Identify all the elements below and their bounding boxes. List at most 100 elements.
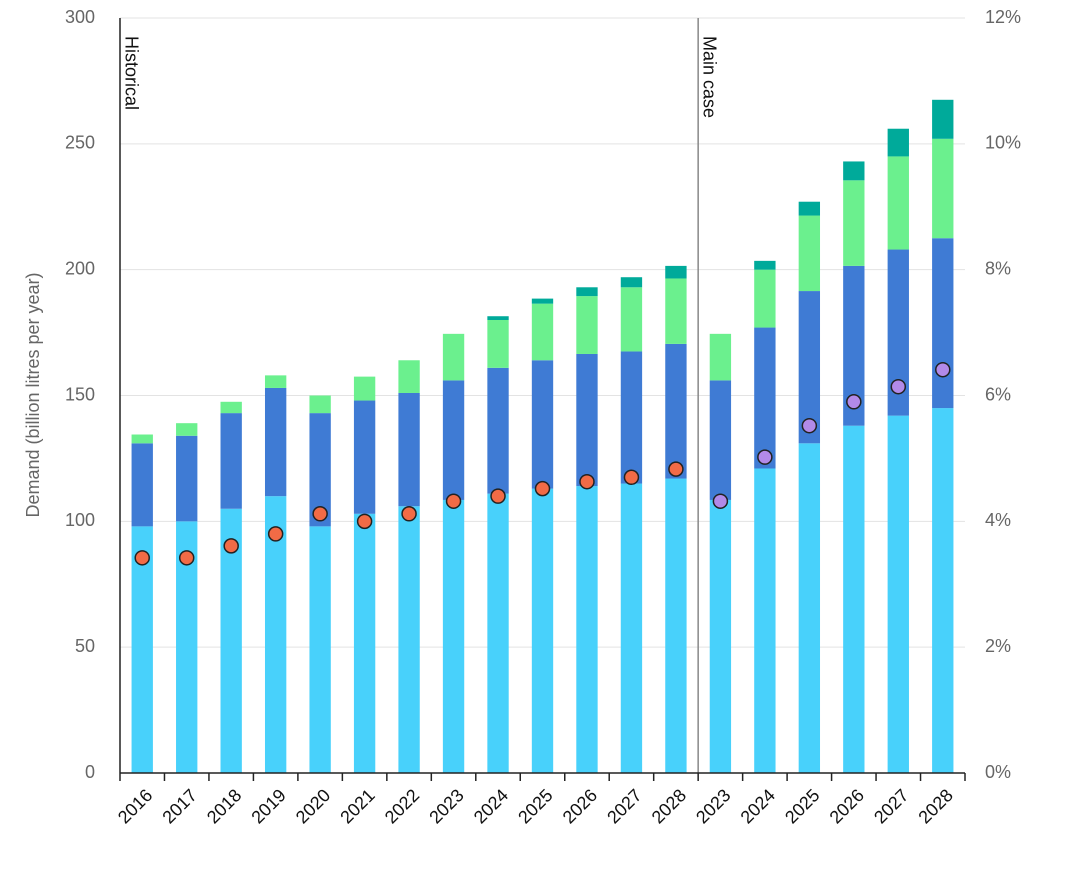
marker xyxy=(223,538,239,554)
bar-segment xyxy=(531,303,554,361)
bar-segment xyxy=(531,298,554,304)
y-tick-label: 50 xyxy=(75,636,95,656)
x-tick-label: 2020 xyxy=(292,785,334,827)
bar-segment xyxy=(531,360,554,489)
x-tick-label: 2025 xyxy=(781,785,823,827)
x-tick-label: 2028 xyxy=(648,785,690,827)
marker xyxy=(801,417,818,434)
bar-segment xyxy=(932,238,954,409)
bar-segment xyxy=(709,333,732,381)
marker xyxy=(312,506,328,522)
bar-segment xyxy=(843,161,865,181)
bar-segment xyxy=(487,367,509,494)
marker xyxy=(623,469,640,486)
bar-segment xyxy=(843,265,865,426)
marker xyxy=(401,506,417,522)
bar-segment xyxy=(843,180,865,266)
y2-tick-label: 12% xyxy=(985,7,1021,27)
bar-segment xyxy=(264,387,287,497)
section-label: Main case xyxy=(699,36,719,118)
y-axis-label: Demand (billion litres per year) xyxy=(23,272,43,517)
section-label: Historical xyxy=(121,36,141,110)
y-tick-label: 200 xyxy=(65,258,95,278)
marker xyxy=(757,449,773,465)
x-tick-label: 2026 xyxy=(559,785,601,827)
bar-segment xyxy=(798,291,821,444)
y2-tick-label: 6% xyxy=(985,384,1011,404)
bar-segment xyxy=(264,496,287,773)
marker xyxy=(579,473,595,490)
bar-segment xyxy=(309,413,331,527)
bar-segment xyxy=(442,333,465,381)
marker xyxy=(935,361,951,378)
bar-segment xyxy=(309,526,331,773)
bar-segment xyxy=(398,360,420,393)
x-tick-label: 2024 xyxy=(470,785,512,827)
bar-segment xyxy=(487,493,509,773)
bar-segment xyxy=(131,434,153,444)
bar-segment xyxy=(887,156,909,250)
marker xyxy=(890,378,907,395)
x-tick-label: 2018 xyxy=(203,785,245,827)
bar-segment xyxy=(754,260,776,270)
x-tick-label: 2022 xyxy=(381,785,423,827)
bar-segment xyxy=(220,401,242,414)
bar-segment xyxy=(798,215,821,292)
y-tick-label: 300 xyxy=(65,7,95,27)
bar-segment xyxy=(576,296,598,354)
x-tick-label: 2021 xyxy=(336,785,378,827)
y2-tick-label: 0% xyxy=(985,762,1011,782)
bar-segment xyxy=(665,265,687,279)
x-tick-label: 2025 xyxy=(514,785,556,827)
y2-tick-label: 8% xyxy=(985,258,1011,278)
bar-segment xyxy=(798,201,821,216)
x-tick-label: 2016 xyxy=(114,785,156,827)
marker xyxy=(490,488,506,504)
bar-segment xyxy=(353,400,376,514)
bar-segment xyxy=(353,513,376,773)
bar-segment xyxy=(131,443,153,527)
bar-segment xyxy=(932,138,954,239)
marker xyxy=(712,493,729,509)
bar-segment xyxy=(576,353,598,487)
bar-segment xyxy=(220,413,242,509)
bar-segment xyxy=(620,287,643,352)
marker xyxy=(668,461,684,477)
bar-segment xyxy=(576,287,598,297)
bar-segment xyxy=(665,478,687,773)
marker xyxy=(356,513,373,530)
marker xyxy=(134,550,150,566)
y-tick-label: 150 xyxy=(65,384,95,404)
bar-segment xyxy=(665,278,687,344)
bar-segment xyxy=(398,392,420,507)
bar-segment xyxy=(176,423,198,436)
x-tick-label: 2023 xyxy=(692,785,734,827)
bar-segment xyxy=(932,408,954,773)
x-tick-label: 2024 xyxy=(737,785,779,827)
bar-segment xyxy=(887,249,909,416)
bar-segment xyxy=(709,380,732,500)
marker xyxy=(534,480,551,497)
bar-segment xyxy=(843,425,865,773)
bar-segment xyxy=(887,415,909,773)
bar-segment xyxy=(264,375,287,388)
y2-tick-label: 10% xyxy=(985,133,1021,153)
bar-segment xyxy=(531,488,554,773)
y-tick-label: 250 xyxy=(65,133,95,153)
bar-segment xyxy=(176,435,198,522)
x-tick-label: 2027 xyxy=(603,785,645,827)
x-tick-label: 2019 xyxy=(247,785,289,827)
bar-segment xyxy=(176,521,198,773)
marker xyxy=(267,526,284,542)
marker xyxy=(178,550,195,566)
bar-segment xyxy=(398,506,420,773)
bar-segment xyxy=(442,499,465,773)
bar-segment xyxy=(887,128,909,157)
bar-segment xyxy=(932,99,954,139)
bar-segment xyxy=(754,468,776,773)
bar-segment xyxy=(754,327,776,469)
marker xyxy=(445,493,462,509)
bar-segment xyxy=(220,508,242,773)
marker xyxy=(846,394,862,410)
